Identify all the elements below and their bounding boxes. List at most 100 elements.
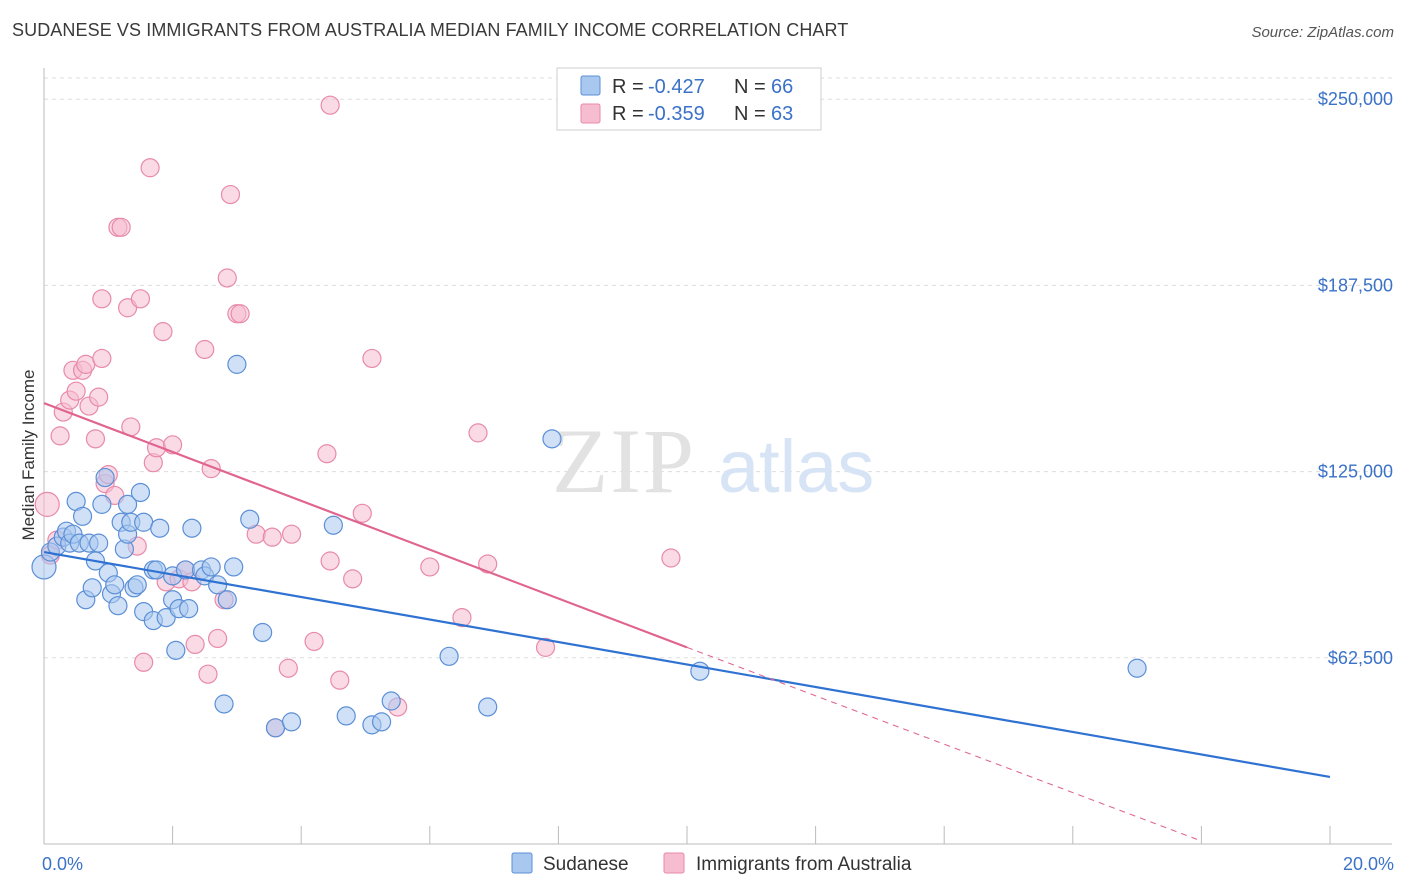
- y-tick-label: $62,500: [1328, 648, 1393, 668]
- data-point-australia: [34, 491, 60, 517]
- legend-swatch-australia: [580, 103, 601, 124]
- data-point-sudanese: [439, 646, 459, 666]
- data-point-australia: [92, 289, 112, 309]
- data-point-australia: [111, 217, 131, 237]
- legend-r-label-2: R =: [612, 103, 644, 125]
- data-point-australia: [198, 664, 218, 684]
- data-point-sudanese: [105, 575, 125, 595]
- data-point-australia: [278, 658, 298, 678]
- data-point-sudanese: [82, 578, 102, 598]
- data-point-sudanese: [201, 557, 221, 577]
- watermark-atlas: atlas: [718, 425, 874, 508]
- x-tick-min: 0.0%: [42, 854, 83, 874]
- data-point-sudanese: [134, 512, 154, 532]
- data-point-sudanese: [240, 509, 260, 529]
- data-point-australia: [185, 634, 205, 655]
- trend-extension-australia: [686, 646, 1202, 842]
- data-point-sudanese: [381, 691, 401, 711]
- watermark: ZIP atlas: [552, 410, 874, 512]
- data-point-australia: [208, 628, 228, 649]
- data-point-australia: [420, 557, 440, 577]
- data-point-sudanese: [214, 694, 234, 714]
- data-point-australia: [330, 670, 350, 690]
- data-point-australia: [134, 652, 154, 672]
- data-point-australia: [478, 554, 498, 574]
- bottom-legend-label-australia: Immigrants from Australia: [696, 854, 912, 875]
- legend-r-value-2: -0.359: [648, 103, 705, 125]
- data-point-australia: [153, 322, 173, 342]
- data-point-australia: [262, 527, 282, 547]
- bottom-legend: Sudanese Immigrants from Australia: [511, 852, 912, 875]
- data-point-sudanese: [95, 467, 115, 488]
- data-point-australia: [468, 423, 488, 443]
- data-point-australia: [217, 268, 237, 288]
- data-point-sudanese: [179, 599, 199, 619]
- watermark-zip: ZIP: [552, 410, 696, 512]
- data-point-australia: [281, 524, 302, 544]
- data-point-sudanese: [227, 354, 247, 374]
- data-point-sudanese: [265, 718, 286, 738]
- series-sudanese: [31, 354, 1147, 738]
- data-point-australia: [343, 569, 363, 589]
- data-point-australia: [352, 503, 372, 523]
- trend-line-sudanese: [43, 550, 1331, 779]
- data-point-australia: [320, 95, 340, 115]
- data-point-australia: [452, 607, 472, 628]
- bottom-legend-label-sudanese: Sudanese: [543, 854, 629, 875]
- data-point-sudanese: [478, 697, 498, 717]
- data-point-sudanese: [72, 506, 93, 526]
- data-point-sudanese: [1127, 658, 1147, 678]
- legend-n-label-2: N =: [734, 103, 766, 125]
- y-axis-label: Median Family Income: [19, 369, 38, 540]
- legend-r-label-1: R =: [612, 76, 644, 98]
- data-point-australia: [320, 551, 340, 571]
- x-tick-max: 20.0%: [1343, 854, 1394, 874]
- data-point-australia: [66, 381, 86, 401]
- data-point-australia: [362, 348, 382, 369]
- legend-n-value-2: 63: [771, 103, 793, 125]
- data-point-australia: [140, 158, 160, 178]
- data-point-sudanese: [182, 518, 202, 538]
- legend-n-value-1: 66: [771, 76, 793, 98]
- bottom-legend-swatch-sudanese: [511, 852, 533, 874]
- data-point-australia: [230, 304, 250, 324]
- data-point-sudanese: [150, 518, 170, 538]
- bottom-legend-swatch-australia: [663, 852, 685, 874]
- y-tick-label: $250,000: [1318, 89, 1393, 109]
- data-point-sudanese: [89, 533, 109, 553]
- data-point-sudanese: [323, 515, 343, 535]
- y-tick-label: $187,500: [1318, 275, 1393, 295]
- data-point-australia: [50, 426, 70, 446]
- data-point-australia: [76, 354, 96, 374]
- data-point-australia: [85, 429, 106, 449]
- trend-lines: [43, 402, 1331, 842]
- data-point-sudanese: [108, 596, 128, 616]
- chart-source: Source: ZipAtlas.com: [1251, 24, 1394, 41]
- data-point-sudanese: [127, 575, 147, 595]
- data-point-sudanese: [130, 482, 151, 503]
- data-point-sudanese: [542, 429, 562, 449]
- data-point-australia: [89, 387, 109, 407]
- data-point-australia: [130, 289, 151, 309]
- legend-box: R = -0.427 N = 66 R = -0.359 N = 63: [556, 67, 822, 131]
- data-point-sudanese: [371, 712, 392, 732]
- legend-swatch-sudanese: [580, 75, 601, 96]
- data-point-australia: [220, 184, 241, 205]
- data-point-sudanese: [336, 706, 356, 726]
- data-point-sudanese: [166, 640, 186, 660]
- data-point-australia: [195, 339, 215, 360]
- data-point-sudanese: [92, 494, 112, 514]
- data-point-sudanese: [281, 712, 302, 732]
- grid-lines: [44, 77, 1392, 659]
- data-point-australia: [92, 348, 112, 369]
- data-point-australia: [304, 631, 324, 652]
- chart-title: SUDANESE VS IMMIGRANTS FROM AUSTRALIA ME…: [12, 20, 849, 40]
- axes: $62,500 $125,000 $187,500 $250,000: [43, 68, 1393, 845]
- data-point-sudanese: [224, 557, 244, 577]
- data-point-sudanese: [253, 622, 273, 643]
- y-tick-label: $125,000: [1318, 462, 1393, 482]
- data-point-sudanese: [217, 590, 237, 610]
- legend-r-value-1: -0.427: [648, 76, 705, 98]
- legend-n-label-1: N =: [734, 76, 766, 98]
